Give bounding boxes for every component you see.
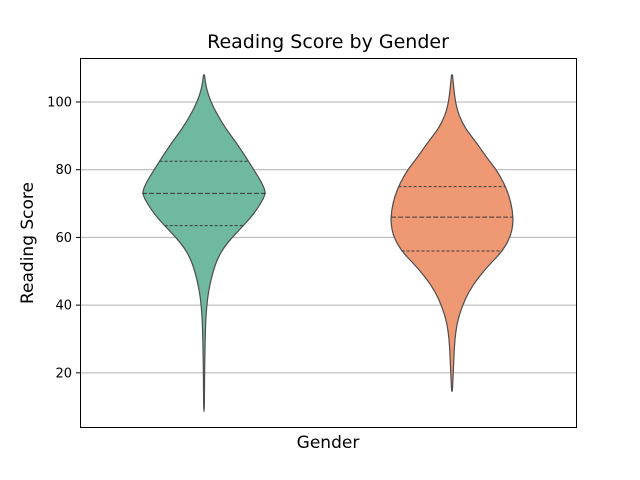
violin-2 (390, 74, 514, 393)
y-tick-label-100: 100 (47, 96, 72, 111)
y-tick-label-80: 80 (55, 163, 72, 178)
y-axis-label: Reading Score (18, 182, 38, 304)
y-tick-label-40: 40 (55, 299, 72, 314)
y-axis-ticks: 20 40 60 80 100 (47, 96, 80, 381)
violins (142, 74, 514, 413)
chart-title: Reading Score by Gender (207, 31, 449, 53)
violin-1 (142, 74, 266, 413)
plot-frame (80, 58, 577, 428)
y-tick-label-20: 20 (55, 366, 72, 381)
y-tick-label-60: 60 (55, 231, 72, 246)
x-axis-label: Gender (297, 433, 360, 453)
